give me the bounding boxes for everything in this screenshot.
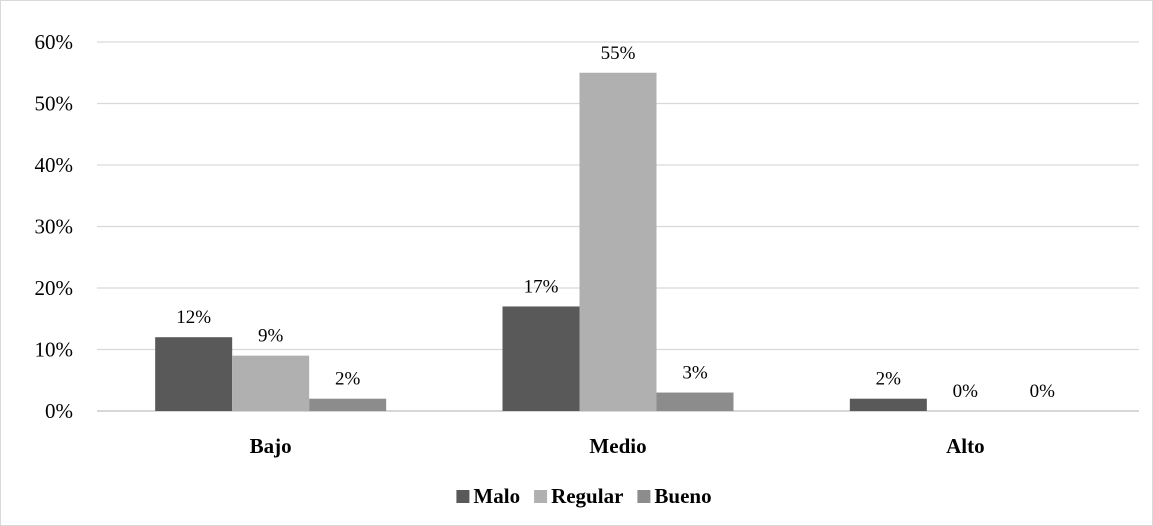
bar-regular-medio: [579, 72, 657, 411]
category-label: Medio: [589, 434, 646, 458]
bar-bueno-bajo: [309, 398, 387, 411]
data-label: 2%: [335, 369, 361, 390]
data-label: 0%: [953, 381, 979, 402]
legend-swatch: [456, 490, 470, 503]
legend: Malo Regular Bueno: [456, 484, 712, 508]
bar-regular-bajo: [232, 355, 310, 411]
bars: [155, 72, 927, 411]
y-tick-label: 60%: [35, 30, 74, 54]
legend-item-regular: Regular: [534, 484, 623, 508]
legend-label: Regular: [551, 484, 623, 508]
y-axis-ticks: 0% 10% 20% 30% 40% 50% 60%: [35, 30, 74, 423]
data-label: 55%: [601, 43, 636, 64]
bar-malo-alto: [849, 398, 927, 411]
y-tick-label: 10%: [35, 338, 74, 362]
legend-label: Malo: [473, 484, 520, 508]
y-tick-label: 0%: [45, 399, 73, 423]
y-tick-label: 20%: [35, 276, 74, 300]
category-label: Alto: [946, 434, 985, 458]
legend-swatch: [637, 490, 651, 503]
data-label: 9%: [258, 326, 284, 347]
y-tick-label: 30%: [35, 215, 74, 239]
x-axis-categories: Bajo Medio Alto: [250, 434, 985, 458]
data-label: 0%: [1030, 381, 1056, 402]
data-labels: 12% 9% 2% 17% 55% 3% 2% 0% 0%: [176, 43, 1055, 402]
legend-item-malo: Malo: [456, 484, 520, 508]
y-tick-label: 50%: [35, 92, 74, 116]
legend-label: Bueno: [654, 484, 711, 508]
bar-malo-bajo: [155, 337, 233, 411]
legend-item-bueno: Bueno: [637, 484, 712, 508]
data-label: 12%: [176, 307, 211, 328]
category-label: Bajo: [250, 434, 292, 458]
data-label: 2%: [876, 369, 902, 390]
bar-bueno-medio: [656, 392, 734, 411]
data-label: 17%: [524, 276, 559, 297]
data-label: 3%: [682, 363, 708, 384]
legend-swatch: [534, 490, 548, 503]
y-tick-label: 40%: [35, 153, 74, 177]
bar-malo-medio: [502, 306, 580, 411]
